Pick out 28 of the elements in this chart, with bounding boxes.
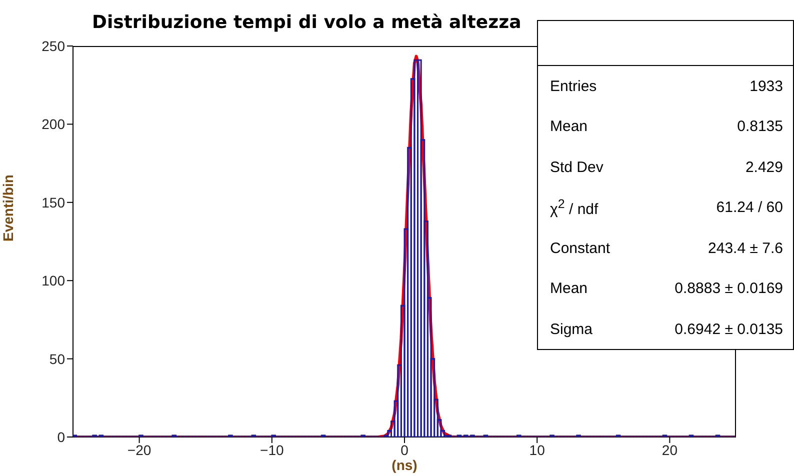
x-tick-label: −10 (260, 442, 284, 458)
y-tick-label: 150 (42, 194, 66, 210)
y-tick-label: 100 (42, 272, 66, 289)
annotation: Constant (550, 240, 610, 257)
x-tick-label: 0 (400, 442, 409, 458)
y-tick-label: 250 (42, 38, 66, 54)
x-axis-title: (ns) (392, 457, 418, 473)
annotation: Entries (550, 78, 597, 95)
y-axis-title: Eventi/bin (0, 174, 16, 242)
y-tick-label: 50 (49, 350, 66, 367)
annotation: 0.8883 ± 0.0169 (674, 280, 783, 298)
y-tick-label: 0 (57, 428, 66, 445)
x-tick-label: −20 (127, 442, 152, 458)
text: 1933 (750, 78, 783, 95)
y-tick-label: 200 (42, 116, 66, 132)
annotation: Mean (550, 118, 588, 136)
annotation: 243.4 ± 7.6 (708, 240, 783, 257)
text: 0.8135 (737, 118, 783, 136)
x-tick-label: 20 (662, 442, 678, 458)
annotation: Std Dev (550, 158, 604, 176)
annotation: 61.24 / 60 (716, 199, 783, 216)
annotation: Sigma (550, 320, 593, 338)
x-tick-label: 10 (529, 442, 546, 458)
annotation: χ$^{2}$ / ndf (550, 197, 598, 218)
text: 2.429 (745, 158, 783, 176)
annotation: Mean (550, 280, 588, 298)
annotation: 0.6942 ± 0.0135 (674, 320, 783, 338)
chart-title: Distribuzione tempi di volo a metà altezza (88, 10, 526, 35)
